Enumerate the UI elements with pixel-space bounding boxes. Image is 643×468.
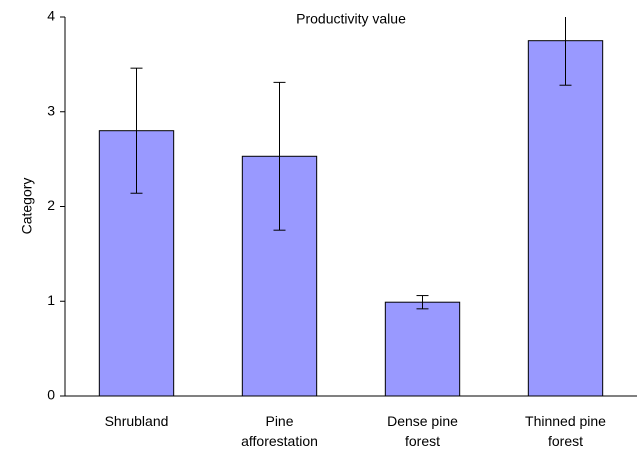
bar (527, 40, 604, 397)
y-tick-label: 0 (47, 387, 55, 403)
error-bar (130, 67, 143, 194)
y-tick-label: 1 (47, 292, 55, 308)
label-line: Pine (265, 413, 293, 429)
y-tick-label: 3 (47, 102, 55, 118)
label-line: forest (548, 433, 583, 449)
chart-title: Productivity value (296, 11, 406, 27)
x-tick-label: Pine afforestation (241, 413, 318, 449)
x-tick-label: Thinned pine forest (525, 413, 606, 449)
label-line: afforestation (241, 433, 318, 449)
y-tick-label: 4 (47, 8, 55, 24)
y-tick-label: 2 (47, 197, 55, 213)
label-line: forest (405, 433, 440, 449)
y-axis-label: Category (19, 178, 35, 235)
label-line: Shrubland (105, 413, 169, 429)
error-bar (559, 17, 572, 86)
x-tick-label: Shrubland (105, 413, 169, 429)
label-line: Thinned pine (525, 413, 606, 429)
label-line: Dense pine (387, 413, 458, 429)
bar (384, 301, 461, 397)
x-tick-label: Dense pine forest (387, 413, 458, 449)
error-bars (130, 17, 572, 310)
error-bar (273, 81, 286, 231)
error-bar (416, 295, 429, 310)
